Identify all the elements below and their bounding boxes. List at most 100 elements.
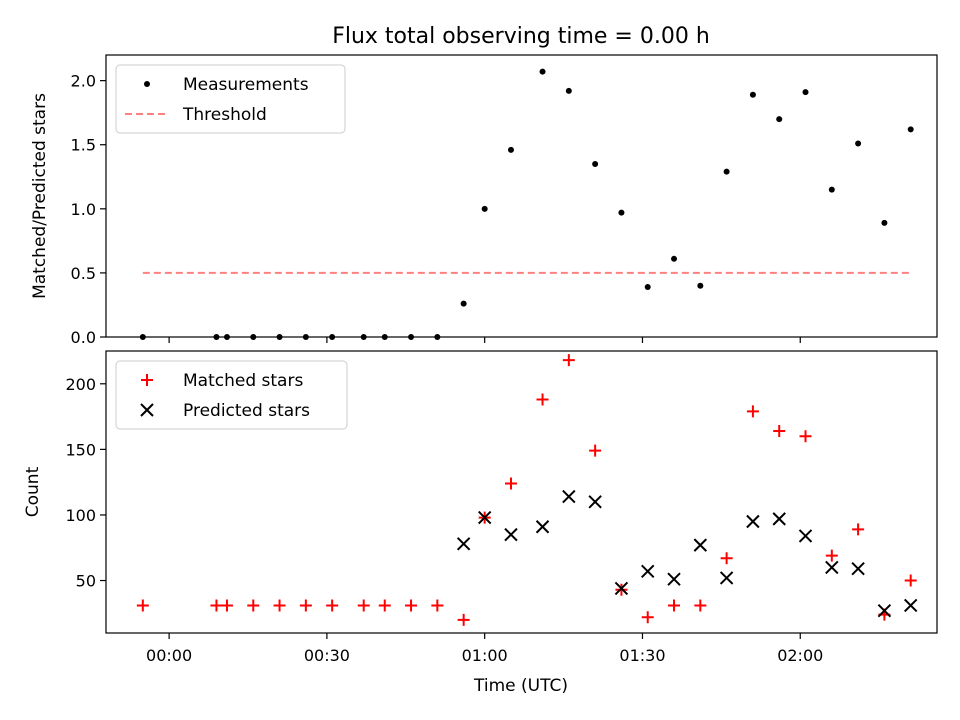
measurement-point (408, 334, 415, 340)
predicted-star-point (746, 514, 760, 529)
measurement-point (481, 205, 488, 212)
predicted-star-point (798, 529, 813, 543)
bottom-y-tick-label: 150 (65, 440, 96, 459)
top-legend-box (115, 64, 346, 134)
measurement-point (776, 116, 783, 123)
measurement-point (223, 334, 230, 340)
legend-predicted-marker (140, 403, 154, 417)
x-tick-label: 00:30 (304, 646, 350, 665)
x-tick-label: 02:00 (777, 646, 823, 665)
top-y-tick-label: 1.0 (71, 200, 96, 219)
top-panel: 0.00.51.01.52.0 Matched/Predicted stars … (30, 54, 938, 347)
top-y-tick-label: 2.0 (71, 72, 96, 91)
measurement-point (302, 334, 309, 340)
matched-star-point (405, 599, 418, 612)
legend-matched-marker (141, 374, 153, 386)
measurement-point (592, 160, 599, 167)
predicted-star-point (504, 527, 518, 542)
predicted-star-point (903, 598, 918, 613)
bottom-y-ticks: 50 100 150 200 (65, 375, 106, 591)
top-y-tick-label: 0.0 (71, 328, 96, 347)
matched-star-point (457, 613, 470, 626)
matched-star-point (562, 354, 575, 367)
matched-star-point (326, 599, 339, 612)
predicted-star-point (667, 572, 681, 586)
matched-star-point (378, 599, 391, 612)
measurements-series (139, 68, 914, 340)
predicted-star-point (693, 538, 708, 552)
matched-star-point (247, 599, 260, 612)
measurement-point (276, 334, 283, 340)
bottom-panel: 50 100 150 200 00:00 00:30 01:00 01:30 02:00 Co… (23, 350, 938, 665)
top-x-ticks (168, 337, 801, 343)
predicted-star-point (535, 520, 550, 534)
bottom-legend-box (115, 360, 348, 430)
matched-star-point (694, 599, 707, 612)
measurement-point (213, 334, 220, 340)
matched-star-point (852, 523, 865, 536)
predicted-star-point (772, 512, 786, 526)
predicted-star-point (851, 562, 865, 576)
predicted-star-point (588, 495, 602, 509)
legend-measurements-marker (144, 81, 150, 87)
measurement-point (644, 284, 651, 291)
bottom-y-tick-label: 100 (65, 506, 96, 525)
legend-measurements-label: Measurements (183, 75, 309, 95)
matched-star-point (668, 599, 681, 612)
measurement-point (329, 334, 336, 340)
matched-star-point (210, 599, 223, 612)
matched-star-point (431, 599, 444, 612)
matched-star-point (720, 552, 733, 565)
top-y-tick-label: 1.5 (71, 136, 96, 155)
matched-star-point (299, 599, 312, 612)
matched-star-point (641, 611, 654, 624)
measurement-point (539, 68, 546, 75)
predicted-star-point (877, 603, 892, 618)
matched-star-point (504, 477, 517, 490)
legend-threshold-label: Threshold (182, 105, 267, 125)
measurement-point (907, 126, 914, 133)
bottom-x-ticks: 00:00 00:30 01:00 01:30 02:00 (146, 633, 823, 665)
measurement-point (697, 282, 704, 289)
bottom-y-axis-label: Count (23, 466, 43, 517)
matched-star-point (825, 549, 838, 562)
matched-star-point (589, 444, 602, 457)
predicted-stars-series (456, 489, 918, 618)
matched-star-point (220, 599, 233, 612)
measurement-point (749, 91, 756, 98)
top-y-axis-label: Matched/Predicted stars (30, 93, 50, 299)
matched-star-point (799, 430, 812, 443)
measurement-point (507, 146, 514, 153)
chart-title: Flux total observing time = 0.00 h (332, 24, 710, 49)
measurement-point (828, 186, 835, 193)
measurement-point (565, 87, 572, 94)
measurement-point (802, 89, 809, 96)
bottom-y-tick-label: 200 (65, 375, 96, 394)
measurement-point (881, 219, 888, 226)
measurement-point (434, 334, 441, 340)
matched-star-point (773, 425, 786, 438)
measurement-point (360, 334, 367, 340)
x-tick-label: 00:00 (146, 646, 192, 665)
measurement-point (460, 300, 467, 307)
bottom-legend: Matched stars Predicted stars (115, 360, 348, 430)
measurement-point (618, 209, 625, 216)
measurement-point (855, 140, 862, 147)
x-tick-label: 01:00 (462, 646, 508, 665)
predicted-star-point (614, 581, 629, 596)
matched-star-point (536, 393, 549, 406)
x-axis-label: Time (UTC) (473, 676, 568, 696)
measurement-point (250, 334, 257, 340)
top-y-tick-label: 0.5 (71, 264, 96, 283)
legend-predicted-label: Predicted stars (183, 401, 310, 421)
matched-star-point (136, 599, 149, 612)
matched-star-point (904, 574, 917, 587)
measurement-point (139, 334, 146, 340)
measurement-point (381, 334, 388, 340)
matched-star-point (357, 599, 370, 612)
predicted-star-point (825, 560, 839, 575)
top-legend: Measurements Threshold (115, 64, 346, 134)
predicted-star-point (562, 489, 576, 504)
predicted-star-point (477, 510, 492, 525)
